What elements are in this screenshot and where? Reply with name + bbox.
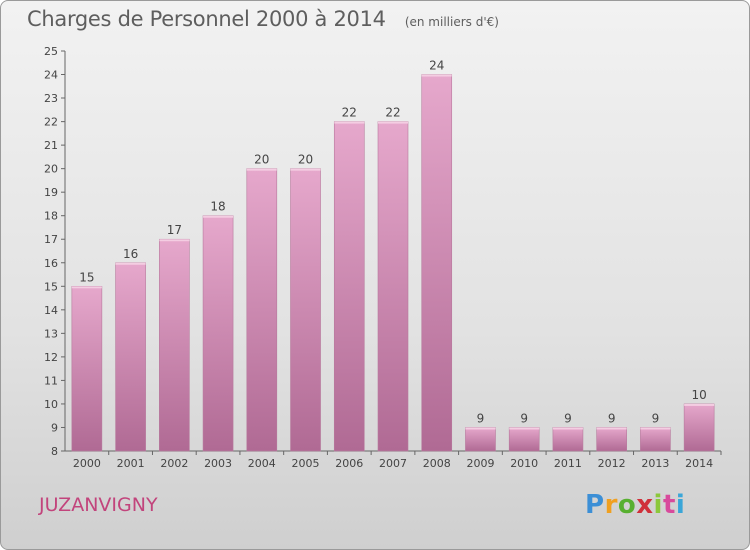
data-label: 10	[691, 388, 706, 402]
x-tick-label: 2003	[204, 457, 232, 470]
y-tick-label: 13	[44, 327, 58, 340]
logo-letter: x	[636, 490, 654, 520]
data-label: 22	[342, 106, 357, 120]
bar	[202, 215, 234, 452]
logo-letter: r	[604, 490, 618, 520]
bar-top-highlight	[421, 74, 452, 77]
x-tick-label: 2005	[292, 457, 320, 470]
bar	[465, 427, 496, 452]
bar	[333, 121, 365, 452]
y-tick-label: 23	[44, 92, 58, 105]
data-label: 20	[254, 153, 269, 167]
bar-top-highlight	[159, 239, 190, 242]
x-tick-label: 2013	[641, 457, 669, 470]
data-label: 15	[79, 270, 94, 284]
bar-top-highlight	[684, 403, 715, 406]
y-tick-label: 25	[44, 45, 58, 58]
y-tick-label: 18	[44, 210, 58, 223]
y-tick-label: 9	[51, 421, 58, 434]
bar-top-highlight	[596, 427, 627, 430]
logo-letter: i	[653, 490, 663, 520]
y-tick-label: 16	[44, 257, 58, 270]
y-tick-label: 8	[51, 445, 58, 458]
proxiti-logo[interactable]: Proxiti	[585, 490, 685, 520]
data-label: 9	[520, 411, 528, 425]
x-tick-label: 2012	[598, 457, 626, 470]
bar-top-highlight	[115, 262, 146, 265]
bar	[71, 285, 103, 452]
x-tick-label: 2010	[510, 457, 538, 470]
y-tick-label: 19	[44, 186, 58, 199]
bar	[421, 74, 453, 452]
chart-title: Charges de Personnel 2000 à 2014	[27, 7, 386, 31]
data-label: 20	[298, 153, 313, 167]
place-name: JUZANVIGNY	[39, 494, 158, 516]
bar-top-highlight	[552, 427, 583, 430]
y-tick-label: 12	[44, 351, 58, 364]
logo-letter: P	[585, 490, 605, 520]
x-tick-label: 2011	[554, 457, 582, 470]
y-tick-label: 24	[44, 69, 58, 82]
x-tick-label: 2008	[423, 457, 451, 470]
bar	[115, 262, 146, 452]
y-tick-label: 14	[44, 304, 58, 317]
data-label: 22	[385, 106, 400, 120]
bar	[377, 121, 409, 452]
x-tick-label: 2002	[160, 457, 188, 470]
bar-top-highlight	[334, 121, 365, 124]
bar	[596, 427, 627, 452]
bar	[508, 427, 540, 452]
bar	[552, 427, 584, 452]
y-tick-label: 15	[44, 280, 58, 293]
x-tick-label: 2000	[73, 457, 101, 470]
y-tick-label: 22	[44, 116, 58, 129]
y-tick-label: 21	[44, 139, 58, 152]
bar	[246, 168, 278, 452]
bar-top-highlight	[378, 121, 408, 124]
data-label: 16	[123, 247, 138, 261]
logo-letter: o	[617, 490, 637, 520]
y-tick-label: 10	[44, 398, 58, 411]
x-tick-label: 2007	[379, 457, 407, 470]
data-label: 9	[564, 411, 572, 425]
data-label: 9	[608, 411, 616, 425]
bar-top-highlight	[290, 168, 321, 171]
data-label: 18	[210, 200, 225, 214]
title-row: Charges de Personnel 2000 à 2014 (en mil…	[27, 7, 499, 31]
bar-top-highlight	[246, 168, 277, 171]
x-tick-label: 2014	[685, 457, 713, 470]
x-tick-label: 2006	[335, 457, 363, 470]
bar-top-highlight	[640, 427, 671, 430]
bar	[159, 238, 190, 452]
bar-top-highlight	[71, 286, 102, 289]
chart-subtitle: (en milliers d'€)	[404, 15, 499, 29]
y-tick-label: 11	[44, 374, 58, 387]
bar	[683, 403, 715, 452]
y-tick-label: 17	[44, 233, 58, 246]
logo-letter: t	[662, 490, 676, 520]
data-label: 17	[167, 223, 182, 237]
data-label: 9	[652, 411, 660, 425]
bar-top-highlight	[509, 427, 540, 430]
bar-top-highlight	[203, 215, 234, 218]
x-tick-label: 2001	[117, 457, 145, 470]
bar-top-highlight	[465, 427, 496, 430]
x-tick-label: 2004	[248, 457, 276, 470]
y-tick-label: 20	[44, 163, 58, 176]
bar	[640, 427, 671, 452]
logo-letter: i	[675, 490, 686, 520]
data-label: 24	[429, 59, 444, 73]
data-label: 9	[477, 411, 485, 425]
bar	[290, 168, 321, 452]
x-tick-label: 2009	[466, 457, 494, 470]
